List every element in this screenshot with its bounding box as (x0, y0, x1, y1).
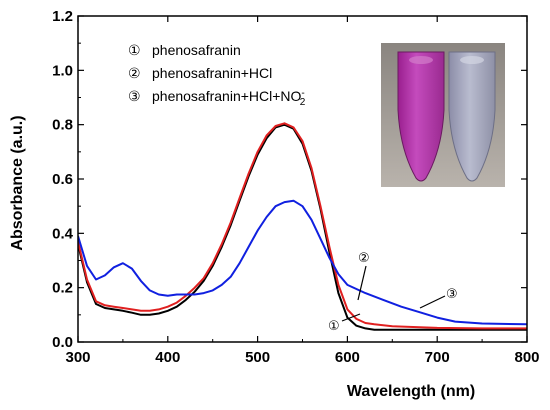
legend-marker-1: ① (128, 42, 141, 58)
annotation-3: ③ (446, 286, 458, 301)
legend-marker-2: ② (128, 65, 141, 81)
series-line-2 (78, 122, 527, 330)
x-tick-label-4: 700 (425, 349, 450, 366)
y-axis-title: Absorbance (a.u.) (9, 115, 26, 250)
y-tick-label-4: 0.8 (52, 117, 73, 134)
plot-area: 300 400 500 600 700 800 0.0 0.2 0.4 0.6 0.8 1.0 1.2 (52, 8, 539, 366)
legend-marker-3: ③ (128, 88, 141, 104)
y-tick-label-6: 1.2 (52, 8, 73, 25)
legend-label-1: phenosafranin (152, 42, 241, 58)
x-tick-label-5: 800 (514, 349, 539, 366)
annotations: ① ② ③ (328, 250, 458, 333)
x-tick-label-2: 500 (245, 349, 270, 366)
legend-label-3-text: phenosafranin+HCl+NO (152, 88, 302, 104)
x-axis-title: Wavelength (nm) (347, 383, 475, 400)
legend: ① phenosafranin ② phenosafranin+HCl ③ ph… (128, 42, 306, 108)
legend-label-3-sup: - (301, 88, 304, 99)
legend-label-3: phenosafranin+HCl+NO-2 (152, 88, 306, 108)
sample-tubes-photo (381, 43, 505, 187)
x-tick-label-0: 300 (65, 349, 90, 366)
y-tick-label-3: 0.6 (52, 171, 73, 188)
y-tick-label-0: 0.0 (52, 334, 73, 351)
annotation-2: ② (358, 250, 370, 265)
legend-label-3-sub: 2 (300, 97, 306, 108)
x-tick-label-3: 600 (335, 349, 360, 366)
annotation-1-arrow (341, 313, 361, 322)
y-tick-label-2: 0.4 (52, 225, 74, 242)
annotation-1: ① (328, 318, 340, 333)
annotation-3-arrow (419, 295, 446, 309)
y-tick-label-5: 1.0 (52, 62, 73, 79)
legend-label-2: phenosafranin+HCl (152, 65, 272, 81)
series-line-3 (78, 199, 527, 326)
annotation-2-arrow (357, 265, 367, 301)
y-tick-label-1: 0.2 (52, 280, 73, 297)
x-tick-label-1: 400 (155, 349, 180, 366)
